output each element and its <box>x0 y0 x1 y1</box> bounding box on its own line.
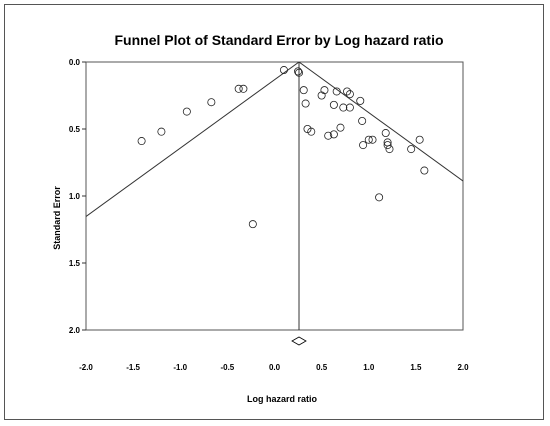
x-tick-label: -2.0 <box>79 363 93 372</box>
plot-area <box>85 61 464 331</box>
study-point <box>383 141 392 150</box>
y-tick-label: 2.0 <box>69 326 81 335</box>
study-point <box>358 116 367 125</box>
study-point <box>345 103 354 112</box>
x-tick-label: 1.5 <box>410 363 422 372</box>
study-point <box>339 103 348 112</box>
study-point <box>234 84 243 93</box>
study-point <box>345 90 354 99</box>
x-tick-label: 0.0 <box>269 363 281 372</box>
study-point <box>207 98 216 107</box>
study-point <box>320 86 329 95</box>
x-tick-label: 1.0 <box>363 363 375 372</box>
study-point <box>356 96 365 105</box>
study-point <box>329 130 338 139</box>
y-tick-label: 1.0 <box>69 192 81 201</box>
summary-diamond <box>291 336 307 346</box>
study-point <box>294 67 303 76</box>
x-axis-label: Log hazard ratio <box>247 394 318 404</box>
study-point <box>157 127 166 136</box>
study-point <box>295 68 304 77</box>
x-tick-label: -0.5 <box>220 363 234 372</box>
y-tick-label: 0.5 <box>69 125 81 134</box>
study-point <box>279 66 288 75</box>
study-point <box>381 129 390 138</box>
study-point <box>137 137 146 146</box>
study-point <box>368 135 377 144</box>
study-point <box>307 127 316 136</box>
funnel-right-line <box>298 62 463 182</box>
y-axis-label: Standard Error <box>52 186 62 250</box>
chart-frame <box>4 4 544 420</box>
study-point <box>182 107 191 116</box>
y-tick-label: 1.5 <box>69 259 81 268</box>
study-point <box>317 91 326 100</box>
x-tick-label: -1.5 <box>126 363 140 372</box>
study-point <box>375 193 384 202</box>
study-point <box>420 166 429 175</box>
x-tick-label: -1.0 <box>173 363 187 372</box>
study-point <box>407 145 416 154</box>
x-tick-label: 2.0 <box>457 363 469 372</box>
study-point <box>301 99 310 108</box>
study-point <box>324 131 333 140</box>
study-point <box>332 87 341 96</box>
y-tick-label: 0.0 <box>69 58 81 67</box>
study-point <box>415 135 424 144</box>
study-point <box>385 145 394 154</box>
funnel-left-line <box>86 62 300 218</box>
study-point <box>248 220 257 229</box>
study-point <box>359 141 368 150</box>
study-point <box>364 135 373 144</box>
chart-title: Funnel Plot of Standard Error by Log haz… <box>114 32 443 48</box>
study-point <box>343 87 352 96</box>
study-point <box>336 123 345 132</box>
x-tick-label: 0.5 <box>316 363 328 372</box>
study-point <box>239 84 248 93</box>
study-point <box>299 86 308 95</box>
study-point <box>329 100 338 109</box>
